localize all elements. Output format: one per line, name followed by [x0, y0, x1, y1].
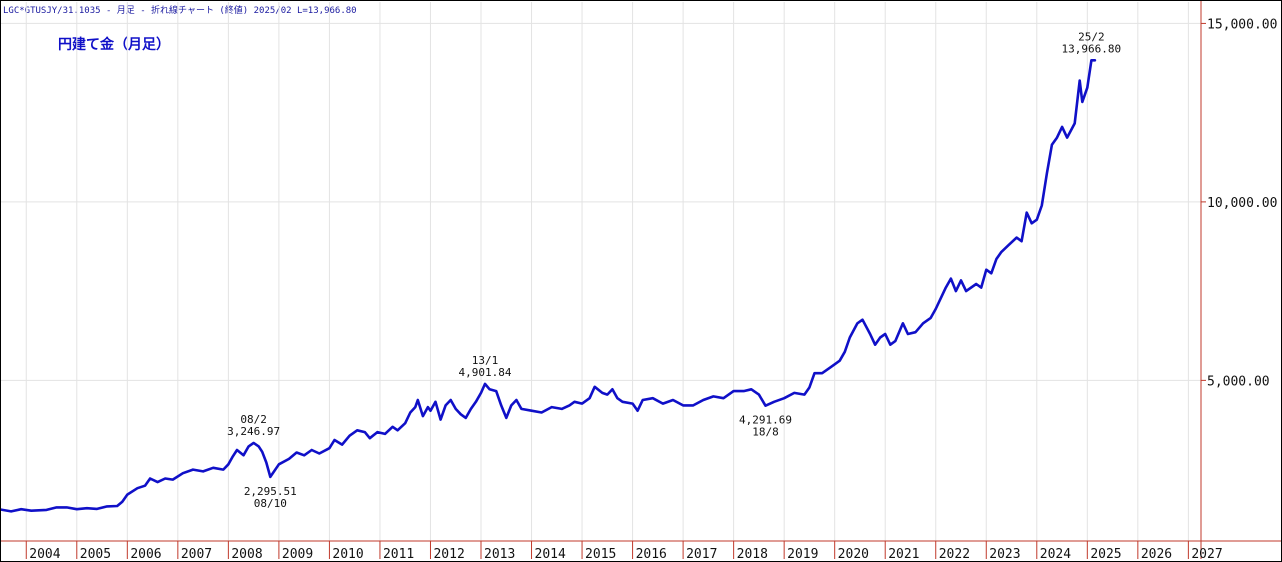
annotation-label: 13,966.80 — [1062, 42, 1122, 55]
x-tick-label: 2026 — [1141, 547, 1172, 561]
annotation-label: 25/2 — [1078, 30, 1105, 43]
series-line-0 — [1, 59, 1097, 513]
x-tick-label: 2007 — [181, 547, 212, 561]
x-tick-label: 2015 — [585, 547, 616, 561]
annotation-label: 4,901.84 — [459, 366, 512, 379]
x-tick-label: 2023 — [989, 547, 1020, 561]
annotation-label: 08/2 — [240, 413, 267, 426]
annotation-label: 13/1 — [472, 354, 499, 367]
x-tick-label: 2014 — [535, 547, 566, 561]
x-tick-label: 2005 — [80, 547, 111, 561]
x-tick-label: 2027 — [1191, 547, 1222, 561]
x-tick-label: 2020 — [838, 547, 869, 561]
x-tick-label: 2009 — [282, 547, 313, 561]
x-tick-label: 2024 — [1040, 547, 1071, 561]
annotation-label: 18/8 — [752, 426, 779, 439]
x-tick-label: 2008 — [231, 547, 262, 561]
x-tick-label: 2006 — [130, 547, 161, 561]
annotation-label: 2,295.51 — [244, 485, 297, 498]
x-tick-label: 2011 — [383, 547, 414, 561]
x-tick-label: 2017 — [686, 547, 717, 561]
chart-header-info: LGC*GTUSJY/31.1035 - 月足 - 折れ線チャート (終値) 2… — [3, 6, 357, 16]
y-tick-label: 15,000.00 — [1207, 17, 1277, 32]
x-tick-label: 2016 — [636, 547, 667, 561]
x-tick-label: 2012 — [433, 547, 464, 561]
chart-title: 円建て金（月足） — [58, 37, 170, 53]
x-tick-label: 2004 — [29, 547, 60, 561]
x-tick-label: 2018 — [737, 547, 768, 561]
x-tick-label: 2019 — [787, 547, 818, 561]
annotation-label: 3,246.97 — [227, 425, 280, 438]
x-tick-label: 2021 — [888, 547, 919, 561]
y-tick-label: 5,000.00 — [1207, 374, 1270, 389]
x-tick-label: 2022 — [939, 547, 970, 561]
y-tick-label: 10,000.00 — [1207, 196, 1277, 211]
x-tick-label: 2025 — [1090, 547, 1121, 561]
annotation-label: 4,291.69 — [739, 414, 792, 427]
x-tick-label: 2010 — [332, 547, 363, 561]
x-tick-label: 2013 — [484, 547, 515, 561]
annotation-label: 08/10 — [254, 497, 287, 510]
